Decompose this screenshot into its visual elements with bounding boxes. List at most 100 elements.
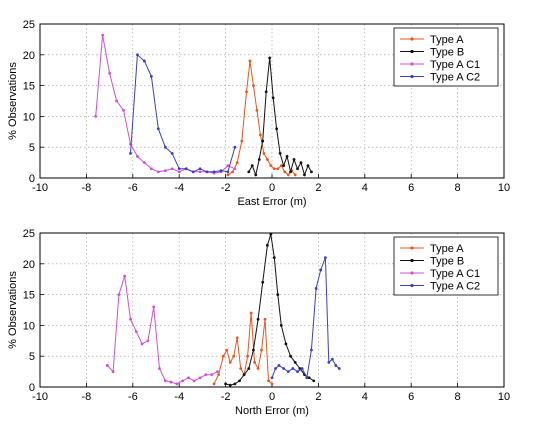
y-tick-label: 10 <box>23 111 35 123</box>
data-point <box>129 317 132 321</box>
legend-item: Type A C1 <box>400 59 480 71</box>
data-point <box>269 164 273 168</box>
series-type-b <box>224 232 316 387</box>
data-point <box>204 373 208 377</box>
data-point <box>246 354 250 358</box>
data-point <box>163 145 167 149</box>
data-point <box>136 155 139 158</box>
data-point <box>306 164 310 168</box>
y-axis-label: % Observations <box>7 62 19 140</box>
x-tick-label: 4 <box>362 391 368 403</box>
data-point <box>143 161 146 165</box>
data-point <box>149 74 153 78</box>
data-point <box>272 256 276 260</box>
chart-2: -10 -8 -6 -4 -2 0 2 4 6 8 10 0 5 10 15 20 25 North Error … <box>7 228 510 417</box>
data-point <box>282 164 285 168</box>
data-point <box>271 96 275 100</box>
data-point <box>239 367 243 370</box>
data-point <box>252 84 255 87</box>
data-point <box>221 354 225 358</box>
x-tick-label: -8 <box>82 391 92 403</box>
series-type-a-c1 <box>94 33 237 175</box>
x-tick-label: -2 <box>221 182 231 194</box>
data-point <box>198 376 202 380</box>
data-point <box>263 317 267 321</box>
data-point <box>152 305 156 309</box>
data-point <box>337 367 341 370</box>
data-point <box>177 167 181 171</box>
data-point <box>253 360 256 364</box>
data-point <box>238 379 241 383</box>
x-tick-label: 2 <box>315 391 321 403</box>
legend-item: Type A C2 <box>400 281 480 293</box>
y-tick-label: 0 <box>29 173 35 185</box>
data-point <box>274 367 277 370</box>
data-point <box>327 360 331 364</box>
data-point <box>257 158 261 161</box>
data-point <box>108 71 111 75</box>
data-point <box>226 173 230 177</box>
legend-swatch-marker <box>410 283 414 288</box>
series-type-a-c1 <box>105 274 219 386</box>
data-point <box>233 145 237 149</box>
data-point <box>319 268 323 272</box>
legend-label: Type B <box>430 256 464 268</box>
data-point <box>255 108 259 112</box>
data-point <box>117 293 121 296</box>
data-point <box>111 370 115 373</box>
data-point <box>149 167 153 171</box>
data-point <box>134 330 138 333</box>
data-point <box>305 376 309 380</box>
series-type-a <box>226 59 297 177</box>
data-point <box>256 317 260 321</box>
legend-item: Type A C1 <box>400 268 480 280</box>
data-point <box>285 155 289 158</box>
x-tick-label: 0 <box>269 391 275 403</box>
data-point <box>286 370 290 373</box>
data-point <box>219 169 223 173</box>
data-point <box>187 376 190 380</box>
data-point <box>245 90 248 94</box>
legend-swatch-marker <box>410 271 414 275</box>
data-point <box>212 170 216 174</box>
data-point <box>233 382 237 386</box>
y-tick-label: 10 <box>23 320 35 332</box>
data-point <box>226 170 230 174</box>
data-point <box>228 360 232 364</box>
legend-swatch-marker <box>410 258 414 263</box>
data-point <box>279 324 283 327</box>
x-tick-label: -10 <box>32 182 48 194</box>
legend-item: Type B <box>400 47 464 59</box>
data-point <box>269 232 273 236</box>
data-point <box>278 151 282 155</box>
data-point <box>286 173 290 177</box>
data-point <box>228 383 232 387</box>
data-point <box>250 164 254 168</box>
x-tick-label: -6 <box>128 391 138 403</box>
series-line <box>130 53 236 173</box>
data-point <box>156 170 160 174</box>
legend-swatch-marker <box>410 246 414 250</box>
data-point <box>289 354 292 358</box>
data-point <box>252 348 255 352</box>
data-point <box>232 354 236 358</box>
legend-label: Type A <box>430 243 464 255</box>
x-tick-label: -8 <box>82 182 92 194</box>
data-point <box>175 382 179 386</box>
x-tick-label: -6 <box>128 182 138 194</box>
data-point <box>216 370 219 373</box>
data-point <box>249 311 253 315</box>
data-point <box>330 357 334 361</box>
data-point <box>299 161 303 165</box>
data-point <box>300 367 304 370</box>
data-point <box>282 367 285 370</box>
data-point <box>105 364 109 367</box>
legend-swatch-marker <box>410 49 414 54</box>
data-point <box>260 348 263 352</box>
x-tick-label: 4 <box>362 182 368 194</box>
legend-item: Type A <box>400 34 464 46</box>
x-tick-label: 8 <box>455 391 461 403</box>
x-tick-label: 2 <box>315 182 321 194</box>
data-point <box>312 379 316 383</box>
chart-1: -10 -8 -6 -4 -2 0 2 4 6 8 10 0 5 10 15 20 25 East Error (… <box>7 19 510 208</box>
